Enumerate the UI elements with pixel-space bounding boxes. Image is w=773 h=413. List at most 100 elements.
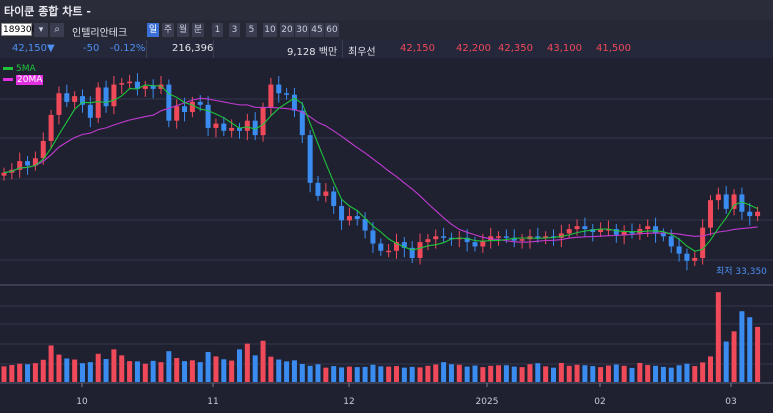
volume-bar [394, 366, 399, 382]
candle-body [134, 81, 140, 89]
stock-code-input[interactable]: 189300 [1, 23, 38, 36]
candle-body [370, 230, 376, 244]
volume-bar [331, 366, 337, 382]
interval-60-button[interactable]: 60 [325, 23, 339, 37]
ma5-line [3, 84, 758, 252]
volume-bar [64, 358, 70, 382]
x-tick-label: 10 [76, 397, 88, 407]
x-tick-label: 11 [207, 397, 218, 407]
candle-body [362, 218, 368, 231]
trade-amount: 9,128 백만 [287, 47, 338, 58]
candle-body [708, 200, 713, 228]
volume-bar [488, 365, 494, 382]
volume-bar [103, 359, 109, 382]
volume-bar [229, 360, 235, 382]
volume-bar [425, 365, 431, 382]
interval-10-button[interactable]: 10 [263, 23, 277, 37]
stock-name: 인텔리안테크 [72, 28, 128, 39]
interval-5-button[interactable]: 5 [246, 23, 257, 37]
volume-bar [472, 365, 478, 382]
candle-body [731, 194, 737, 209]
candle-body [700, 227, 706, 258]
candle-body [433, 236, 439, 240]
volume-bar [629, 367, 635, 382]
candle-body [511, 237, 517, 241]
candle-body [535, 236, 541, 238]
volume-bar [660, 366, 666, 382]
volume-bar [621, 365, 627, 382]
volume-bar [323, 367, 329, 382]
candle-body [189, 101, 195, 113]
period-daily-tab[interactable]: 일 [147, 23, 159, 37]
title-bar: 타이쿤 종합 차트 - [0, 0, 773, 20]
legend-ma5: 5MA [3, 64, 36, 74]
volume-bar [9, 365, 15, 382]
candle-body [417, 242, 423, 258]
volume-bar [708, 356, 713, 382]
interval-1-button[interactable]: 1 [212, 23, 223, 37]
volume-bar [715, 292, 721, 382]
volume-bar [134, 361, 140, 382]
current-price: 42,150 [12, 43, 47, 54]
volume-bar [17, 363, 23, 382]
candle-body [496, 236, 502, 238]
candle-body [441, 236, 447, 238]
low-price-label: 최저 33,350 [716, 266, 767, 277]
volume-bar [174, 357, 180, 382]
candle-body [87, 104, 93, 118]
search-icon[interactable]: ⌕ [50, 23, 64, 37]
volume-bar [213, 356, 219, 382]
interval-20-button[interactable]: 20 [280, 23, 294, 37]
volume-bar [291, 360, 297, 382]
volume-bar [158, 362, 164, 382]
chevron-down-icon[interactable]: ▾ [34, 23, 48, 37]
interval-45-button[interactable]: 45 [310, 23, 324, 37]
period-minute-tab[interactable]: 분 [192, 23, 204, 37]
candle-body [150, 86, 156, 89]
candle-body [354, 216, 360, 219]
interval-3-button[interactable]: 3 [229, 23, 240, 37]
candle-body [676, 246, 682, 254]
volume-bar [95, 353, 101, 382]
best-quote-label: 최우선 [348, 47, 376, 58]
volume-bar [87, 362, 93, 382]
volume-bar [127, 361, 133, 382]
candle-body [80, 96, 85, 105]
price-change-percent: -0.12% [110, 43, 146, 54]
stock-chart[interactable]: 최저 33,350 10 11 12 2025 02 03 [0, 58, 773, 413]
quote-value: 42,350 [498, 43, 533, 54]
candle-body [307, 135, 313, 183]
candle-body [72, 96, 78, 102]
volume-bar [205, 351, 211, 382]
candle-body [660, 233, 666, 237]
candle-body [425, 239, 431, 243]
candle-body [574, 226, 580, 230]
interval-30-button[interactable]: 30 [295, 23, 309, 37]
volume-bar [535, 363, 541, 382]
volume-bar [252, 355, 258, 382]
period-weekly-tab[interactable]: 주 [162, 23, 174, 37]
volume-bar [142, 363, 148, 382]
volume-bar [284, 361, 290, 382]
volume-bar [370, 364, 376, 382]
volume-bar [519, 367, 525, 382]
candle-body [166, 84, 172, 121]
legend-swatch [3, 67, 13, 70]
volume-bar [511, 366, 517, 382]
volume-bar [723, 341, 729, 382]
period-monthly-tab[interactable]: 월 [177, 23, 189, 37]
candle-body [566, 229, 572, 234]
volume-bar [590, 366, 596, 382]
volume-bar [401, 367, 407, 382]
volume-bar [80, 363, 85, 382]
candle-body [260, 107, 266, 136]
divider [213, 40, 214, 58]
candle-body [205, 104, 211, 128]
candle-body [598, 229, 604, 232]
x-tick-label: 12 [343, 397, 354, 407]
x-tick-label: 03 [725, 397, 736, 407]
candle-body [464, 237, 470, 243]
candle-body [621, 231, 627, 235]
candle-body [197, 101, 203, 105]
candle-body [40, 140, 46, 159]
